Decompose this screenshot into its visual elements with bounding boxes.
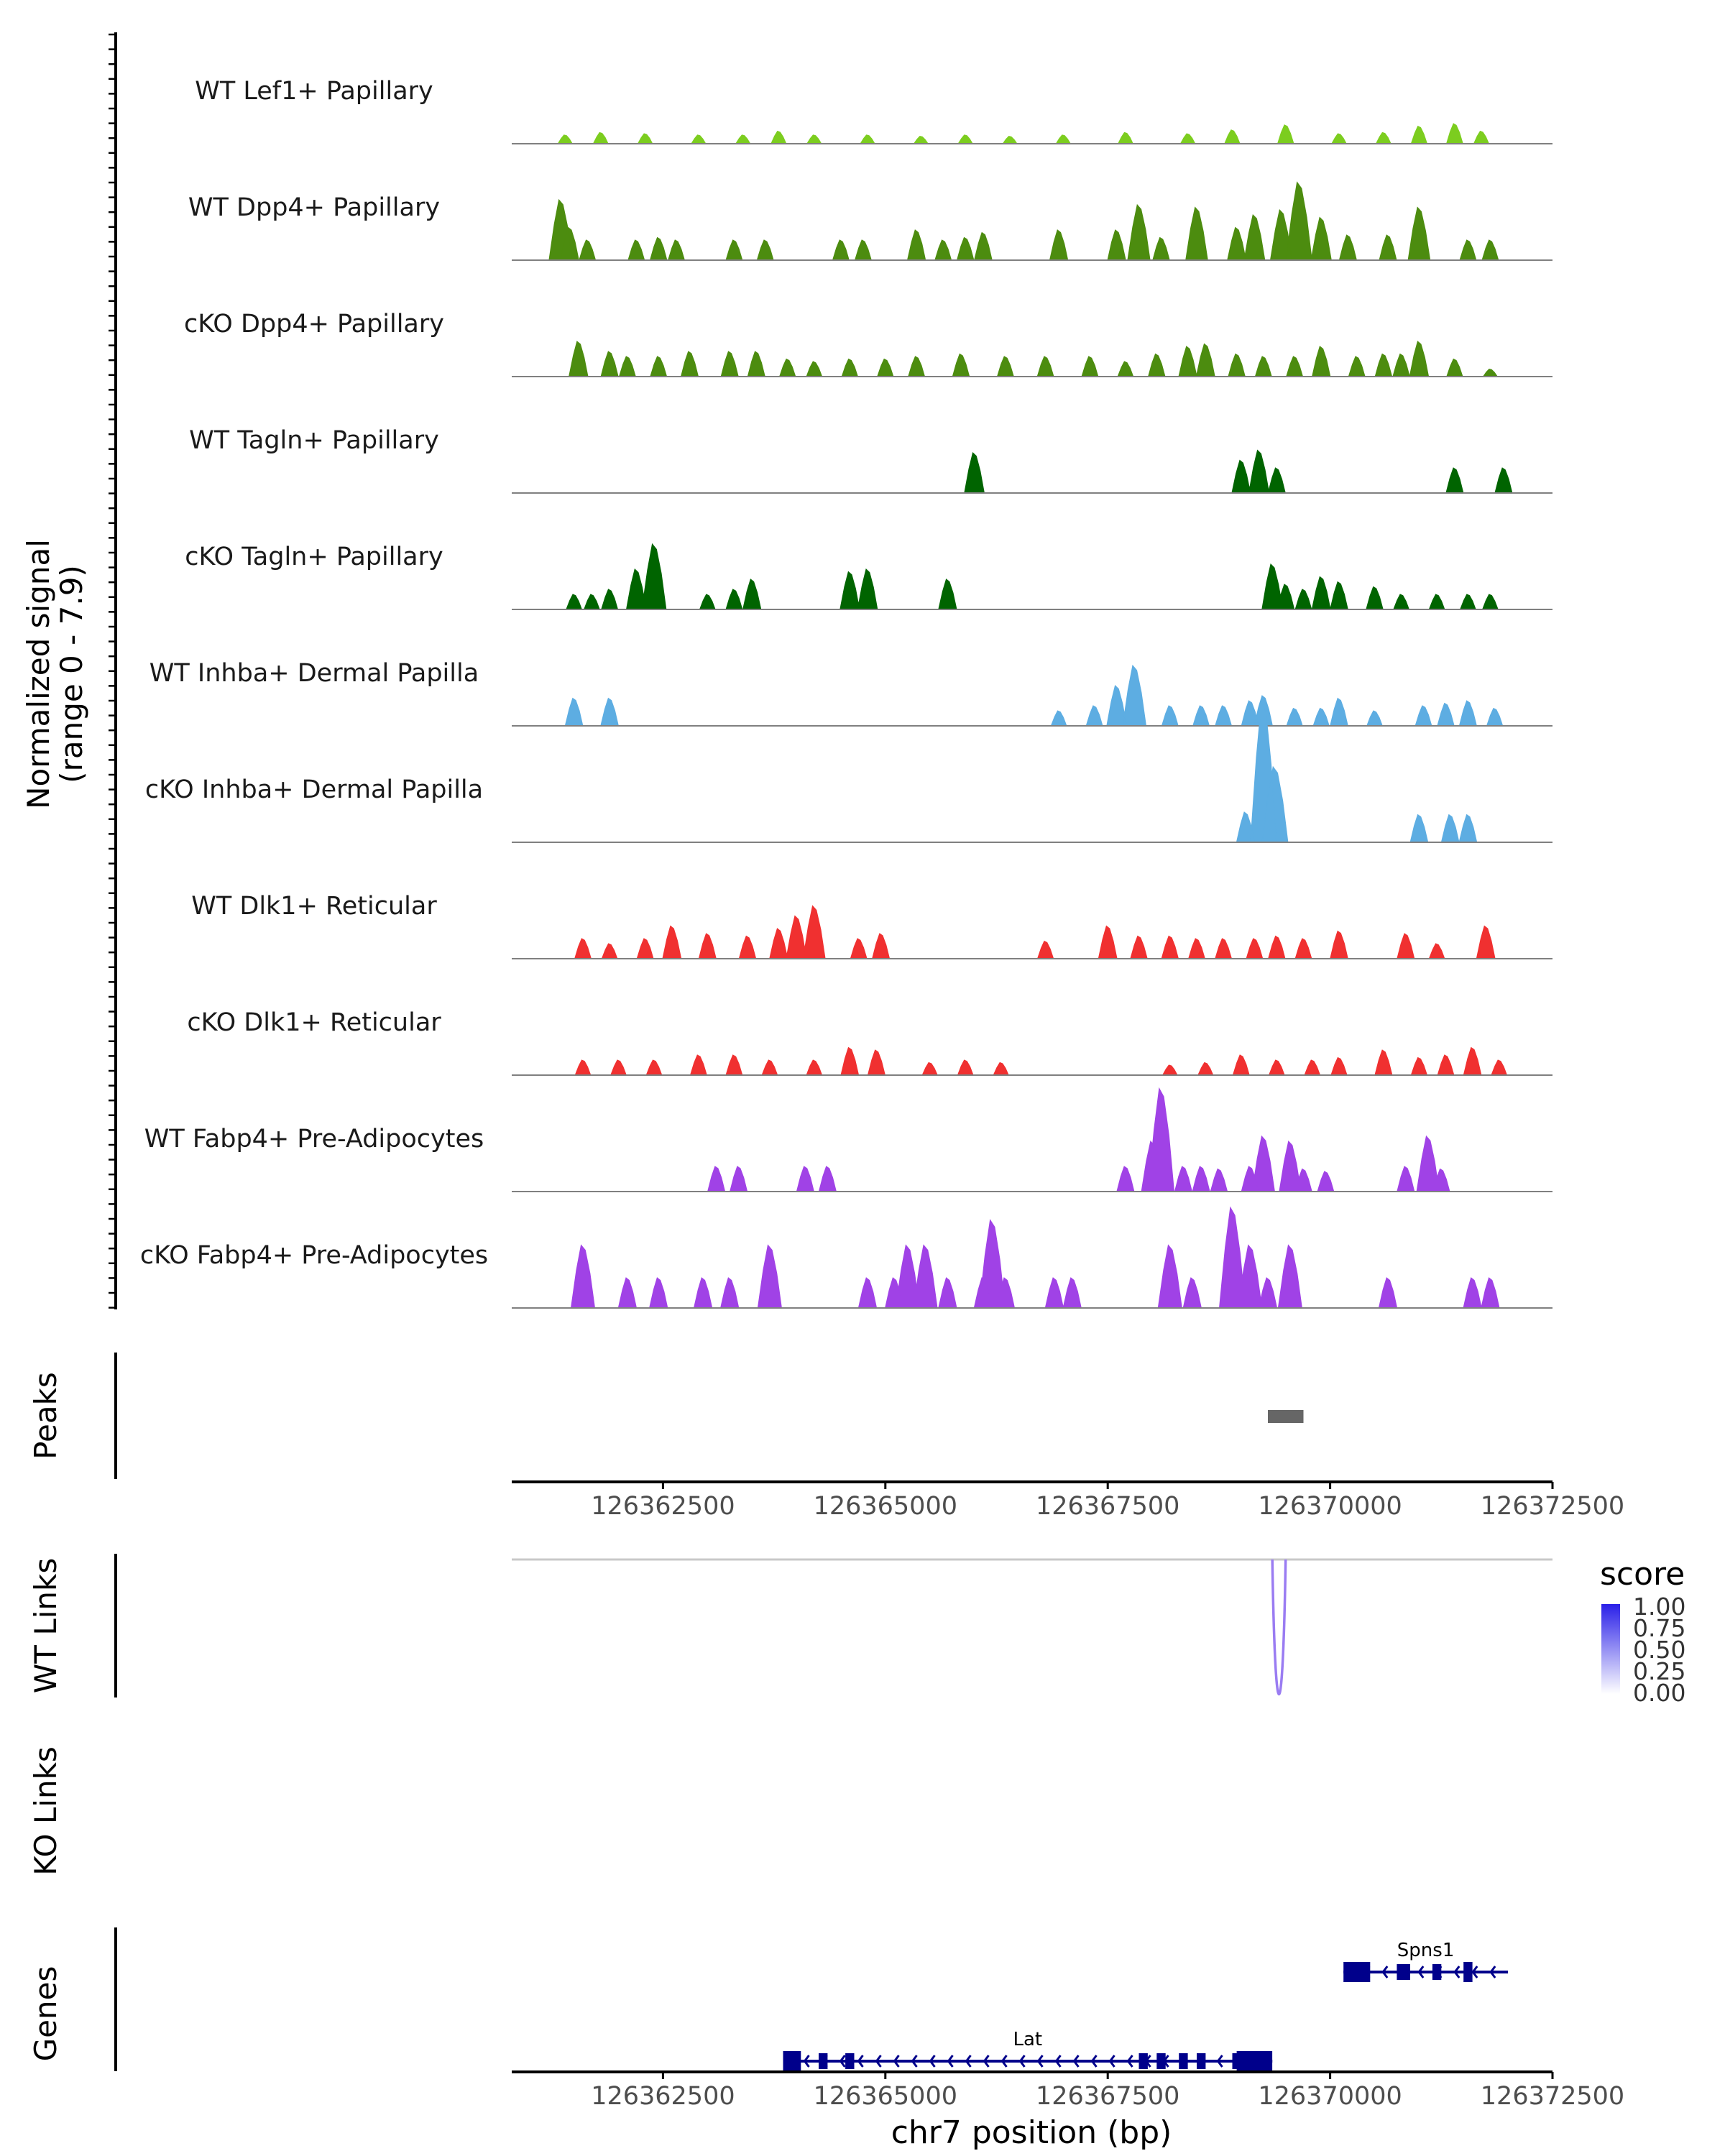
legend-label-050: 0.50 <box>1633 1636 1685 1664</box>
gene-exon <box>1197 2053 1206 2069</box>
x-axis-bottom: 126362500 126365000 126367500 126370000 1263… <box>512 2070 1624 2111</box>
x-axis-title: chr7 position (bp) <box>891 2114 1172 2151</box>
gene-exon <box>1236 2051 1273 2071</box>
signal-area <box>574 1046 1508 1076</box>
gene-name-label: Spns1 <box>1397 1940 1455 1961</box>
link-arc <box>1271 1559 1287 1695</box>
signal-area <box>707 1087 1450 1192</box>
strand-chevron <box>875 2055 882 2068</box>
signal-area <box>574 905 1496 959</box>
gene-exon <box>1397 1964 1410 1980</box>
strand-chevron <box>839 2055 846 2068</box>
peak-region-bar <box>1268 1410 1304 1423</box>
x-tick-label: 126370000 <box>1258 2082 1402 2111</box>
x-tick-label: 126372500 <box>1481 1492 1624 1521</box>
track-label: WT Dlk1+ Reticular <box>191 892 437 921</box>
strand-chevron <box>803 2055 810 2068</box>
track-label: cKO Tagln+ Papillary <box>185 543 443 571</box>
strand-chevron <box>1072 2055 1080 2068</box>
strand-chevron <box>1381 1966 1389 1978</box>
x-tick-label: 126367500 <box>1036 1492 1179 1521</box>
x-tick-label: 126362500 <box>591 1492 735 1521</box>
gene-exon <box>1179 2053 1188 2069</box>
strand-chevron <box>1471 1966 1478 1978</box>
track-label: WT Fabp4+ Pre-Adipocytes <box>144 1125 484 1153</box>
track-label: cKO Inhba+ Dermal Papilla <box>145 775 483 804</box>
strand-chevron <box>1108 2055 1116 2068</box>
signal-area <box>566 543 1499 610</box>
score-legend: score 1.00 0.75 0.50 0.25 0.00 <box>1600 1556 1685 1707</box>
gene-exon <box>1432 1964 1442 1980</box>
y-axis-label-line2: (range 0 - 7.9) <box>54 565 89 783</box>
gene-exon <box>1156 2053 1166 2069</box>
gene-exon <box>783 2051 801 2071</box>
legend-label-075: 0.75 <box>1633 1614 1685 1642</box>
strand-chevron <box>983 2055 990 2068</box>
legend-colorbar <box>1601 1604 1620 1694</box>
strand-chevron <box>893 2055 900 2068</box>
strand-chevron <box>965 2055 972 2068</box>
signal-area <box>548 181 1499 261</box>
x-tick-label: 126362500 <box>591 2082 735 2111</box>
strand-chevron <box>947 2055 954 2068</box>
legend-label-000: 0.00 <box>1633 1679 1685 1707</box>
x-tick-label: 126365000 <box>814 2082 957 2111</box>
strand-chevron <box>1000 2055 1008 2068</box>
legend-title: score <box>1600 1556 1685 1593</box>
legend-label-025: 0.25 <box>1633 1657 1685 1685</box>
strand-chevron <box>1216 2055 1223 2068</box>
gene-exon <box>1232 2053 1238 2069</box>
x-tick-label: 126372500 <box>1481 2082 1624 2111</box>
x-tick-label: 126370000 <box>1258 1492 1402 1521</box>
strand-chevron <box>857 2055 864 2068</box>
peaks-panel-label: Peaks <box>28 1372 63 1460</box>
coverage-panel: WT Lef1+ Papillary WT Dpp4+ Papillary cKO … <box>109 32 1552 1309</box>
legend-label-100: 1.00 <box>1633 1593 1685 1621</box>
strand-chevron <box>1453 1966 1460 1978</box>
signal-area <box>564 664 1504 727</box>
gene-exon <box>1138 2053 1148 2069</box>
coverage-y-axis-label: Normalized signal (range 0 - 7.9) <box>21 539 89 809</box>
signal-area <box>964 449 1513 494</box>
gene-name-label: Lat <box>1013 2029 1042 2050</box>
peaks-panel: Peaks <box>28 1353 1304 1479</box>
strand-chevron <box>1036 2055 1044 2068</box>
strand-chevron <box>1054 2055 1062 2068</box>
gene-exon <box>1343 1962 1371 1982</box>
strand-chevron <box>1126 2055 1133 2068</box>
ko-links-panel: KO Links <box>28 1746 63 1876</box>
y-axis-label-line1: Normalized signal <box>21 539 56 809</box>
track-label: cKO Dpp4+ Papillary <box>184 310 444 338</box>
track-label: WT Dpp4+ Papillary <box>188 193 440 222</box>
track-label: cKO Dlk1+ Reticular <box>187 1008 441 1037</box>
signal-area <box>570 1206 1500 1309</box>
strand-chevron <box>1417 1966 1425 1978</box>
track-label: WT Inhba+ Dermal Papilla <box>150 659 479 688</box>
strand-chevron <box>1489 1966 1496 1978</box>
genes-panel-label: Genes <box>28 1966 63 2062</box>
strand-chevron <box>911 2055 918 2068</box>
gene-exon <box>845 2053 855 2069</box>
track-label: cKO Fabp4+ Pre-Adipocytes <box>140 1241 488 1270</box>
gene-exon <box>1463 1962 1473 1982</box>
track-label: WT Tagln+ Papillary <box>189 426 439 455</box>
track-label: WT Lef1+ Papillary <box>195 77 433 106</box>
x-tick-label: 126365000 <box>814 1492 957 1521</box>
gene-exon <box>819 2053 828 2069</box>
x-tick-label: 126367500 <box>1036 2082 1179 2111</box>
wt-links-panel-label: WT Links <box>28 1558 63 1693</box>
signal-area <box>557 123 1490 144</box>
genes-panel: Genes Spns1 Lat <box>28 1927 1509 2071</box>
strand-chevron <box>929 2055 936 2068</box>
strand-chevron <box>1018 2055 1026 2068</box>
wt-links-panel: WT Links <box>28 1554 1552 1697</box>
x-axis-top: 126362500 126365000 126367500 126370000 1263… <box>512 1480 1624 1521</box>
strand-chevron <box>1090 2055 1098 2068</box>
signal-area <box>1236 701 1478 843</box>
ko-links-panel-label: KO Links <box>28 1746 63 1876</box>
signal-area <box>568 341 1499 377</box>
